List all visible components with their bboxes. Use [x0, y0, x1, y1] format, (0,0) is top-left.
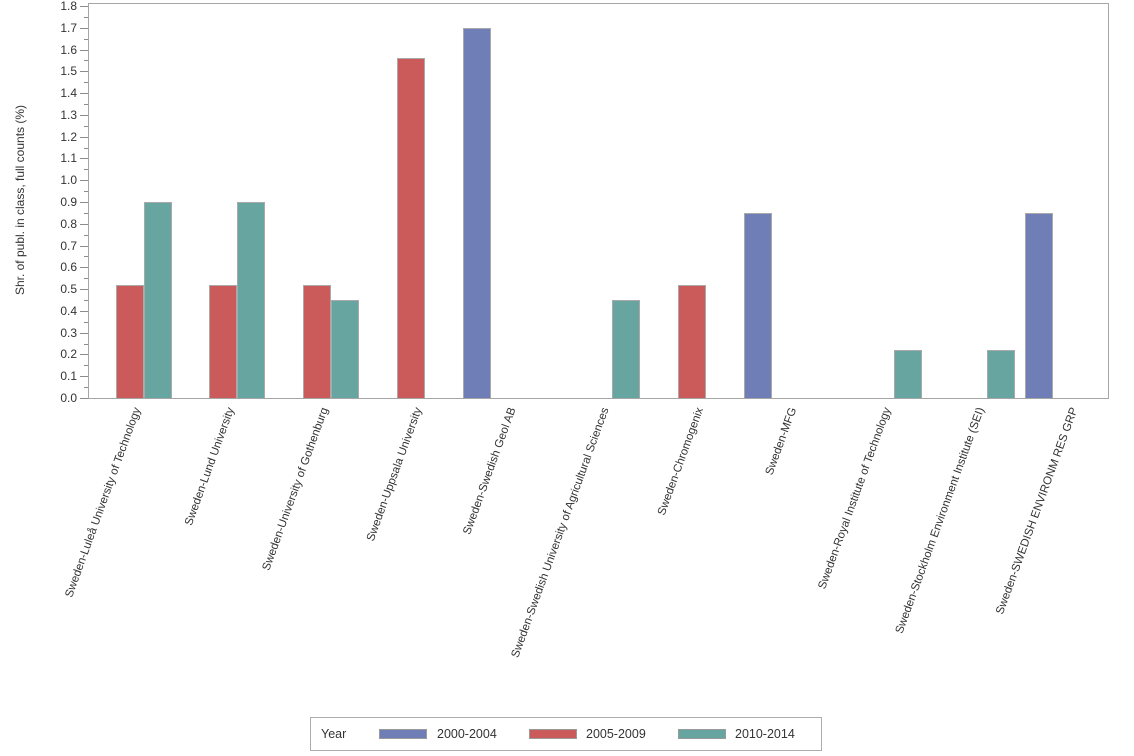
- y-minor-tick: [84, 16, 88, 18]
- y-major-tick: [80, 202, 88, 203]
- y-major-tick: [80, 71, 88, 73]
- legend-label: 2010-2014: [735, 727, 795, 741]
- y-tick-label: 1.8: [60, 0, 77, 13]
- y-minor-tick: [84, 38, 88, 40]
- bar: [987, 350, 1016, 398]
- bar: [893, 350, 922, 398]
- y-tick-label: 0.5: [60, 282, 77, 297]
- y-major-tick: [80, 27, 88, 29]
- y-major-tick: [80, 49, 88, 51]
- y-axis-title: Shr. of publ. in class, full counts (%): [13, 104, 27, 296]
- legend-swatch: [379, 729, 427, 739]
- y-major-tick: [80, 289, 88, 291]
- y-minor-tick: [84, 387, 88, 389]
- bar: [743, 212, 772, 398]
- y-major-tick: [80, 180, 88, 182]
- legend-label: 2000-2004: [437, 727, 497, 741]
- bar: [209, 284, 238, 398]
- legend-swatch: [678, 729, 726, 739]
- y-tick-label: 1.4: [60, 86, 77, 101]
- legend-label: 2005-2009: [586, 727, 646, 741]
- bar: [115, 284, 144, 398]
- y-tick-label: 0.2: [60, 347, 77, 362]
- y-major-tick: [80, 376, 88, 378]
- y-tick-label: 0.0: [60, 391, 77, 405]
- y-minor-tick: [84, 212, 88, 214]
- y-major-tick: [80, 332, 88, 334]
- y-minor-tick: [84, 169, 88, 171]
- category-label: Sweden-SWEDISH ENVIRONM RES GRP: [994, 406, 1081, 617]
- bar: [1025, 212, 1053, 398]
- bar: [462, 27, 491, 398]
- y-tick-label: 0.8: [60, 216, 77, 231]
- category-label: Sweden-Stockholm Environment Institute (…: [893, 406, 988, 636]
- y-minor-tick: [84, 365, 88, 367]
- y-major-tick: [80, 398, 88, 399]
- bar: [303, 284, 331, 398]
- y-tick-label: 1.5: [60, 64, 77, 79]
- bar: [331, 300, 359, 398]
- category-label: Sweden-Lund University: [183, 406, 238, 528]
- y-minor-tick: [84, 147, 88, 149]
- y-major-tick: [80, 6, 88, 7]
- y-major-tick: [80, 158, 88, 160]
- bar: [612, 300, 641, 398]
- y-minor-tick: [84, 321, 88, 323]
- category-label: Sweden-Uppsala University: [364, 406, 425, 543]
- y-major-tick: [80, 223, 88, 225]
- category-label: Sweden-Swedish Geol AB: [461, 406, 519, 537]
- y-tick-label: 1.1: [60, 151, 77, 166]
- y-minor-tick: [84, 191, 88, 193]
- y-minor-tick: [84, 300, 88, 301]
- plot-area: [88, 3, 1109, 399]
- y-minor-tick: [84, 234, 88, 236]
- y-tick-label: 0.4: [60, 303, 77, 318]
- y-tick-label: 0.9: [60, 195, 77, 209]
- y-tick-label: 0.6: [60, 260, 77, 275]
- y-tick-label: 1.7: [60, 20, 77, 35]
- y-major-tick: [80, 310, 88, 312]
- y-minor-tick: [84, 60, 88, 62]
- y-tick-label: 1.0: [60, 173, 77, 188]
- bar: [143, 202, 172, 398]
- legend-swatch: [529, 729, 577, 739]
- y-tick-label: 0.7: [60, 238, 77, 253]
- y-major-tick: [80, 93, 88, 95]
- category-label: Sweden-University of Gothenburg: [260, 406, 331, 573]
- category-label: Sweden-Chromogenix: [655, 406, 706, 518]
- y-minor-tick: [84, 104, 88, 105]
- y-tick-label: 1.6: [60, 42, 77, 57]
- y-minor-tick: [84, 343, 88, 345]
- bar: [396, 58, 425, 398]
- y-minor-tick: [84, 278, 88, 280]
- category-label: Sweden-Royal Institute of Technology: [816, 406, 894, 591]
- y-minor-tick: [84, 125, 88, 127]
- category-label: Sweden-MFG: [763, 406, 800, 477]
- category-label: Sweden-Luleå University of Technology: [63, 406, 144, 600]
- bar: [678, 284, 706, 398]
- legend: Year 2000-2004 2005-2009 2010-2014: [310, 717, 822, 751]
- y-minor-tick: [84, 256, 88, 258]
- y-minor-tick: [84, 82, 88, 84]
- y-major-tick: [80, 354, 88, 356]
- category-label: Sweden-Swedish University of Agricultura…: [510, 406, 613, 660]
- bar: [237, 202, 266, 398]
- y-tick-label: 0.1: [60, 369, 77, 384]
- y-major-tick: [80, 136, 88, 138]
- y-tick-label: 1.2: [60, 129, 77, 144]
- y-major-tick: [80, 114, 88, 116]
- y-major-tick: [80, 245, 88, 247]
- y-tick-label: 1.3: [60, 107, 77, 122]
- legend-title: Year: [321, 727, 347, 741]
- y-major-tick: [80, 267, 88, 269]
- y-tick-label: 0.3: [60, 325, 77, 340]
